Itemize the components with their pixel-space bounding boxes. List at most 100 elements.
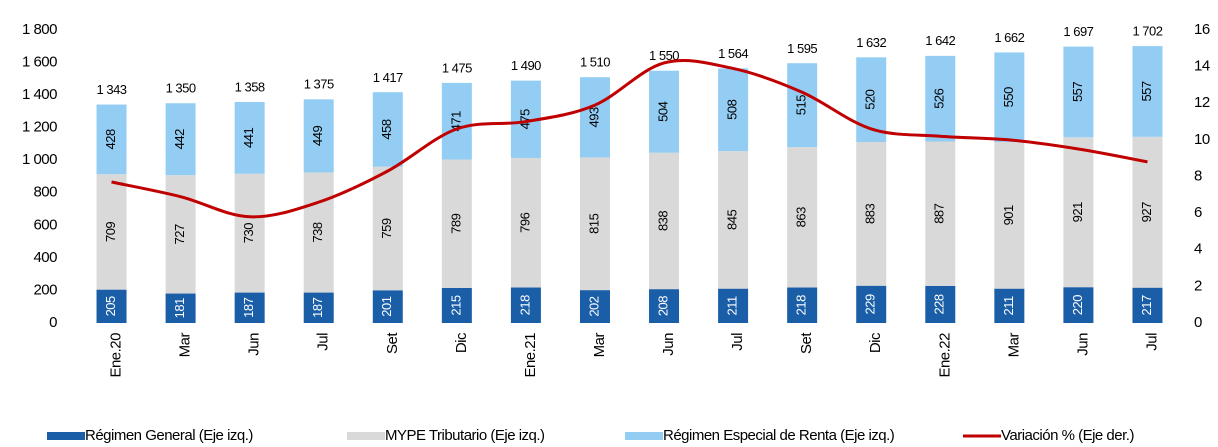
- y2-tick-label: 8: [1194, 167, 1202, 184]
- bar-segment: [1063, 287, 1094, 323]
- y2-tick-label: 16: [1194, 21, 1210, 38]
- segment-label: 187: [241, 297, 256, 317]
- y-tick-label: 1 200: [22, 119, 57, 136]
- total-label: 1 490: [511, 58, 541, 73]
- segment-label: 205: [103, 296, 118, 316]
- bar-segment: [856, 141, 887, 286]
- segment-label: 927: [1139, 202, 1154, 222]
- legend-label: Variación % (Eje der.): [1001, 427, 1134, 444]
- total-label: 1 642: [925, 33, 955, 48]
- segment-label: 471: [448, 111, 463, 131]
- total-label: 1 662: [994, 30, 1024, 45]
- segment-label: 789: [448, 213, 463, 233]
- total-label: 1 632: [856, 35, 886, 50]
- segment-label: 211: [725, 296, 740, 315]
- segment-label: 211: [1001, 296, 1016, 315]
- bar-segment: [718, 68, 749, 152]
- bar-segment: [994, 288, 1025, 323]
- segment-label: 215: [448, 295, 463, 315]
- segment-label: 202: [586, 296, 601, 316]
- bar-segment: [579, 157, 610, 291]
- x-tick-label: Dic: [453, 332, 470, 353]
- bar-segment: [994, 141, 1025, 289]
- segment-label: 730: [241, 223, 256, 243]
- segment-label: 218: [517, 295, 532, 315]
- segment-label: 921: [1070, 202, 1085, 222]
- total-label: 1 702: [1132, 23, 1162, 38]
- bar-segment: [718, 151, 749, 289]
- segment-label: 201: [379, 296, 394, 316]
- bar-segment: [510, 287, 541, 323]
- legend-label: MYPE Tributario (Eje izq.): [385, 427, 545, 444]
- x-tick-label: Set: [384, 332, 401, 354]
- total-label: 1 564: [718, 46, 748, 61]
- segment-label: 217: [1139, 295, 1154, 315]
- bar-segment: [994, 52, 1025, 142]
- bar-segment: [234, 173, 265, 293]
- bar-segment: [1132, 287, 1163, 323]
- line: [111, 59, 1148, 219]
- y-tick-label: 800: [33, 184, 57, 201]
- bar-segment: [1063, 137, 1094, 288]
- segment-label: 883: [863, 203, 878, 223]
- legend-label: Régimen General (Eje izq.): [85, 427, 253, 444]
- segment-label: 550: [1001, 87, 1016, 107]
- x-tick-label: Ene.20: [108, 333, 125, 378]
- bar-segment: [787, 287, 818, 323]
- segment-label: 520: [863, 89, 878, 109]
- y2-tick-label: 4: [1194, 241, 1202, 258]
- segment-label: 475: [517, 109, 532, 129]
- segment-label: 738: [310, 222, 325, 242]
- x-tick-label: Mar: [591, 333, 608, 358]
- bar-segment: [234, 101, 265, 174]
- total-label: 1 358: [235, 79, 265, 94]
- bar-segment: [925, 55, 956, 142]
- bar-segment: [303, 292, 334, 323]
- segment-label: 887: [932, 203, 947, 223]
- segment-label: 504: [655, 101, 670, 121]
- bar-segment: [441, 288, 472, 323]
- segment-label: 526: [932, 88, 947, 108]
- bar-segment: [441, 159, 472, 289]
- bar-segment: [718, 288, 749, 323]
- bar-segment: [1132, 136, 1163, 288]
- bar-segment: [579, 290, 610, 323]
- total-label: 1 343: [97, 82, 127, 97]
- bar-segment: [925, 141, 956, 286]
- segment-label: 515: [794, 95, 809, 115]
- bar-segment: [372, 166, 403, 291]
- segment-label: 796: [517, 212, 532, 232]
- segment-label: 845: [725, 210, 740, 230]
- bar-segment: [96, 104, 127, 175]
- bar-segment: [165, 103, 196, 176]
- total-label: 1 510: [580, 55, 610, 70]
- bar-segment: [787, 147, 818, 288]
- y2-tick-label: 6: [1194, 204, 1202, 221]
- segment-label: 557: [1139, 81, 1154, 101]
- bar-segment: [96, 174, 127, 290]
- bar-segment: [510, 157, 541, 288]
- segment-label: 229: [863, 294, 878, 314]
- legend-swatch: [347, 432, 385, 440]
- y2-tick-label: 10: [1194, 131, 1210, 148]
- bar-segment: [441, 82, 472, 160]
- x-tick-label: Mar: [177, 333, 194, 358]
- segment-label: 863: [794, 207, 809, 227]
- bar-segment: [372, 290, 403, 323]
- x-tick-label: Jun: [660, 333, 677, 356]
- x-tick-label: Set: [798, 332, 815, 354]
- segment-label: 218: [794, 295, 809, 315]
- y-tick-label: 1 800: [22, 21, 57, 38]
- segment-label: 508: [725, 99, 740, 119]
- total-label: 1 350: [166, 81, 196, 96]
- x-tick-label: Jul: [729, 333, 746, 351]
- segment-label: 442: [172, 129, 187, 149]
- bar-segment: [1063, 46, 1094, 138]
- x-tick-label: Mar: [1005, 333, 1022, 358]
- segment-label: 428: [103, 129, 118, 149]
- total-label: 1 475: [442, 60, 472, 75]
- x-tick-label: Dic: [867, 332, 884, 353]
- segment-label: 441: [241, 127, 256, 147]
- bar-segment: [649, 289, 680, 323]
- segment-label: 901: [1001, 205, 1016, 225]
